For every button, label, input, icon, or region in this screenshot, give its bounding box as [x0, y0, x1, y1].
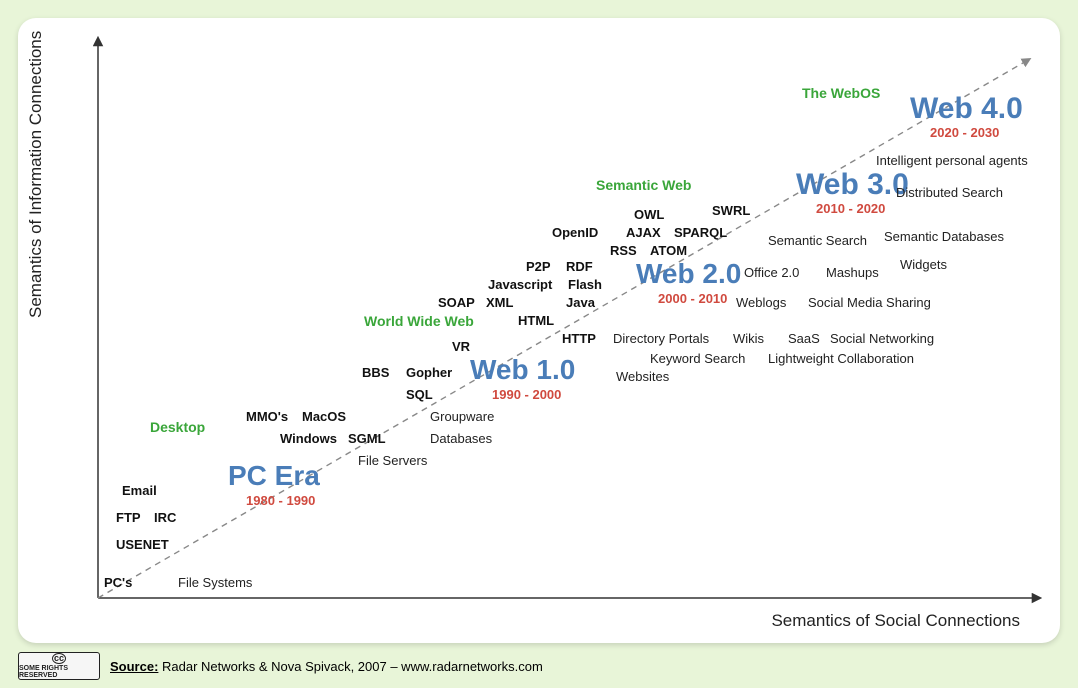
concept-7: Wikis: [733, 332, 764, 345]
scatter-chart: Semantics of Information Connections Sem…: [18, 18, 1060, 643]
concept-10: SaaS: [788, 332, 820, 345]
trend-line: [98, 60, 1028, 598]
concept-17: Semantic Databases: [884, 230, 1004, 243]
cc-license-badge: cc SOME RIGHTS RESERVED: [18, 652, 100, 680]
tech-16: HTTP: [562, 332, 596, 345]
concept-3: Groupware: [430, 410, 494, 423]
tech-19: Flash: [568, 278, 602, 291]
tech-7: MacOS: [302, 410, 346, 423]
tech-22: RSS: [610, 244, 637, 257]
tech-1: USENET: [116, 538, 169, 551]
concept-18: Distributed Search: [896, 186, 1003, 199]
concept-14: Mashups: [826, 266, 879, 279]
tech-3: IRC: [154, 511, 176, 524]
category-0: Desktop: [150, 420, 205, 434]
tech-18: Java: [566, 296, 595, 309]
tech-15: HTML: [518, 314, 554, 327]
category-1: World Wide Web: [364, 314, 474, 328]
concept-19: Intelligent personal agents: [876, 154, 1028, 167]
concept-4: Websites: [616, 370, 669, 383]
concept-9: Weblogs: [736, 296, 786, 309]
tech-5: MMO's: [246, 410, 288, 423]
tech-8: SGML: [348, 432, 386, 445]
tech-24: AJAX: [626, 226, 661, 239]
era-title-3: Web 3.0: [796, 170, 909, 200]
chart-card: Semantics of Information Connections Sem…: [18, 18, 1060, 643]
concept-12: Social Media Sharing: [808, 296, 931, 309]
tech-9: BBS: [362, 366, 389, 379]
concept-5: Directory Portals: [613, 332, 709, 345]
concept-1: File Servers: [358, 454, 427, 467]
tech-10: SQL: [406, 388, 433, 401]
tech-17: Javascript: [488, 278, 552, 291]
tech-25: OWL: [634, 208, 664, 221]
tech-21: RDF: [566, 260, 593, 273]
y-axis-label: Semantics of Information Connections: [26, 31, 46, 318]
tech-13: SOAP: [438, 296, 475, 309]
tech-20: P2P: [526, 260, 551, 273]
source-label: Source:: [110, 659, 158, 674]
era-date-1: 1990 - 2000: [492, 388, 561, 401]
era-date-3: 2010 - 2020: [816, 202, 885, 215]
tech-27: SPARQL: [674, 226, 727, 239]
era-date-4: 2020 - 2030: [930, 126, 999, 139]
era-date-2: 2000 - 2010: [658, 292, 727, 305]
category-3: The WebOS: [802, 86, 880, 100]
tech-11: Gopher: [406, 366, 452, 379]
era-title-0: PC Era: [228, 462, 320, 490]
era-title-2: Web 2.0: [636, 260, 741, 288]
x-axis-label: Semantics of Social Connections: [771, 611, 1020, 631]
cc-icon: cc: [52, 653, 66, 664]
source-line: Source: Radar Networks & Nova Spivack, 2…: [110, 659, 543, 674]
tech-26: ATOM: [650, 244, 687, 257]
concept-0: File Systems: [178, 576, 252, 589]
concept-11: Social Networking: [830, 332, 934, 345]
era-title-4: Web 4.0: [910, 94, 1023, 124]
era-date-0: 1980 - 1990: [246, 494, 315, 507]
tech-6: Windows: [280, 432, 337, 445]
concept-2: Databases: [430, 432, 492, 445]
concept-15: Semantic Search: [768, 234, 867, 247]
source-text: Radar Networks & Nova Spivack, 2007 – ww…: [158, 659, 542, 674]
tech-2: FTP: [116, 511, 141, 524]
category-2: Semantic Web: [596, 178, 691, 192]
tech-14: XML: [486, 296, 513, 309]
concept-8: Lightweight Collaboration: [768, 352, 914, 365]
concept-6: Keyword Search: [650, 352, 745, 365]
tech-0: PC's: [104, 576, 132, 589]
tech-28: SWRL: [712, 204, 750, 217]
concept-16: Widgets: [900, 258, 947, 271]
tech-12: VR: [452, 340, 470, 353]
tech-23: OpenID: [552, 226, 598, 239]
concept-13: Office 2.0: [744, 266, 799, 279]
era-title-1: Web 1.0: [470, 356, 575, 384]
tech-4: Email: [122, 484, 157, 497]
cc-text: SOME RIGHTS RESERVED: [19, 665, 99, 679]
footer: cc SOME RIGHTS RESERVED Source: Radar Ne…: [18, 652, 543, 680]
